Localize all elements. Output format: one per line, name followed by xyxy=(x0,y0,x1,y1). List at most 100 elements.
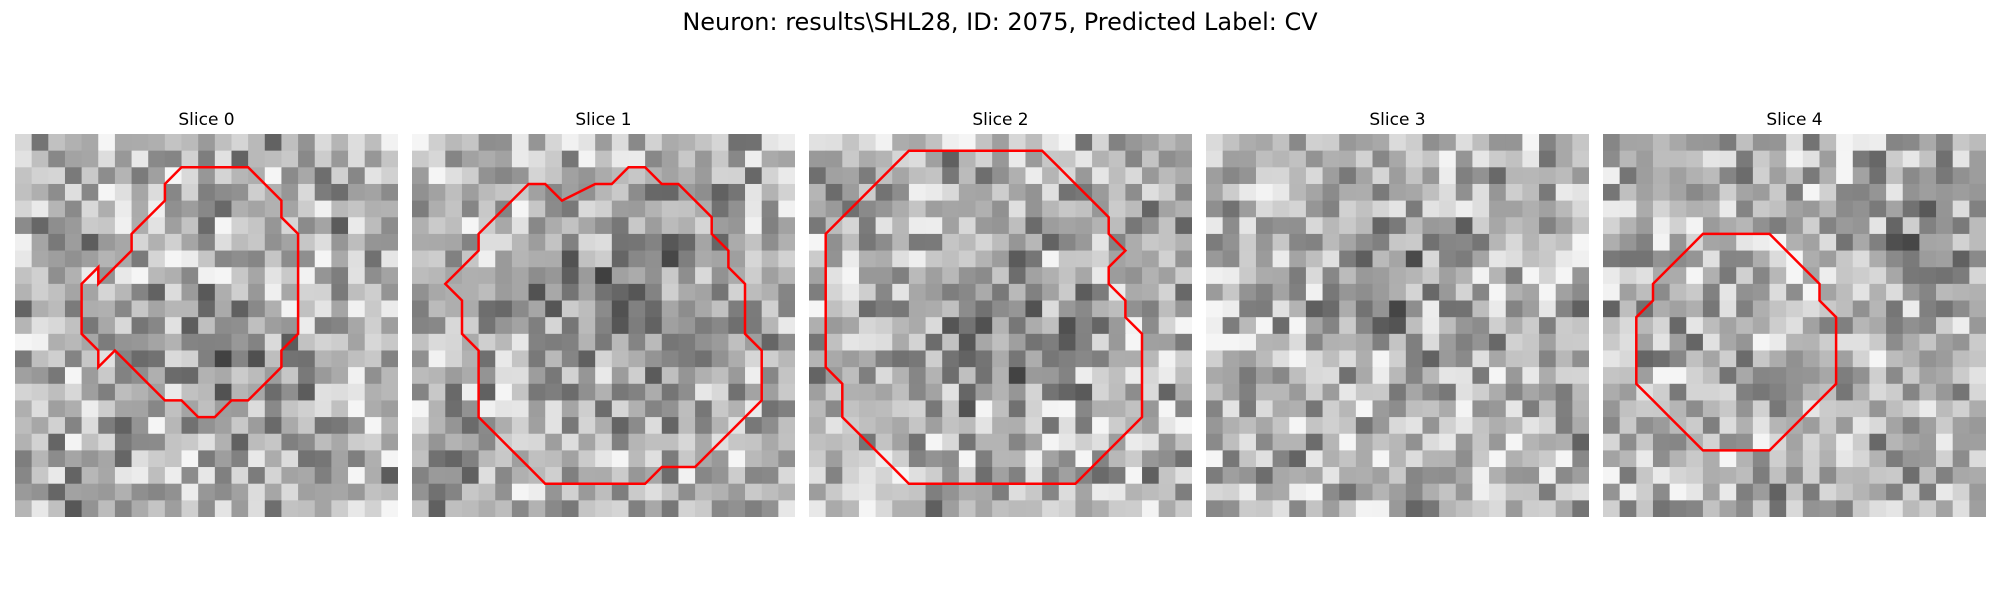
pixel xyxy=(1339,350,1357,368)
pixel xyxy=(1289,483,1307,501)
pixel xyxy=(1239,400,1257,418)
pixel xyxy=(1405,150,1424,168)
pixel xyxy=(348,417,366,435)
pixel xyxy=(1058,267,1077,285)
pixel xyxy=(15,250,33,268)
pixel xyxy=(214,417,233,435)
pixel xyxy=(561,317,580,335)
pixel xyxy=(1636,267,1654,285)
pixel xyxy=(645,217,663,235)
pixel xyxy=(428,167,446,185)
pixel xyxy=(1422,433,1440,451)
pixel xyxy=(745,217,763,235)
pixel xyxy=(511,350,530,368)
pixel xyxy=(661,417,680,435)
pixel xyxy=(1769,367,1787,385)
pixel xyxy=(908,483,927,501)
pixel xyxy=(858,134,877,152)
pixel xyxy=(1025,183,1043,202)
pixel xyxy=(875,400,893,418)
pixel xyxy=(1555,450,1573,468)
pixel xyxy=(331,250,349,268)
pixel xyxy=(1455,317,1474,335)
pixel xyxy=(281,267,299,285)
pixel xyxy=(1619,300,1637,318)
pixel xyxy=(1422,183,1440,202)
pixel xyxy=(1505,350,1523,368)
pixel xyxy=(1175,233,1192,252)
pixel xyxy=(1405,350,1424,368)
pixel xyxy=(611,134,630,152)
pixel xyxy=(298,333,316,352)
pixel xyxy=(992,483,1010,501)
pixel xyxy=(331,217,349,235)
pixel xyxy=(1125,250,1143,268)
pixel xyxy=(1255,250,1274,268)
pixel xyxy=(64,267,83,285)
pixel xyxy=(992,134,1010,152)
pixel xyxy=(478,350,496,368)
pixel xyxy=(314,400,332,418)
pixel xyxy=(992,350,1010,368)
pixel xyxy=(298,167,316,185)
pixel xyxy=(495,150,513,168)
pixel xyxy=(428,367,446,385)
pixel xyxy=(1619,134,1637,152)
pixel xyxy=(611,400,630,418)
pixel xyxy=(975,183,993,202)
pixel xyxy=(248,283,266,302)
pixel xyxy=(131,467,149,485)
pixel xyxy=(1389,333,1407,352)
pixel xyxy=(825,200,843,218)
pixel xyxy=(1289,317,1307,335)
pixel xyxy=(1919,333,1937,352)
pixel xyxy=(412,250,430,268)
pixel xyxy=(1305,200,1324,218)
pixel xyxy=(745,467,763,485)
pixel xyxy=(711,383,729,402)
pixel xyxy=(511,367,530,385)
pixel xyxy=(1936,500,1954,517)
pixel xyxy=(428,317,446,335)
pixel xyxy=(695,483,713,501)
pixel xyxy=(1125,483,1143,501)
pixel xyxy=(1902,333,1920,352)
pixel xyxy=(711,167,729,185)
pixel xyxy=(1339,383,1357,402)
pixel xyxy=(561,400,580,418)
pixel xyxy=(1489,367,1507,385)
pixel xyxy=(214,283,233,302)
pixel xyxy=(1042,400,1060,418)
pixel xyxy=(1636,433,1654,451)
pixel xyxy=(1902,267,1920,285)
pixel xyxy=(348,250,366,268)
pixel xyxy=(114,300,133,318)
pixel xyxy=(1389,417,1407,435)
pixel xyxy=(678,150,696,168)
pixel xyxy=(711,200,729,218)
pixel xyxy=(1058,467,1077,485)
pixel xyxy=(1222,500,1240,517)
pixel xyxy=(645,267,663,285)
pixel xyxy=(1969,200,1986,218)
pixel xyxy=(1355,283,1374,302)
pixel xyxy=(545,333,563,352)
pixel xyxy=(545,267,563,285)
pixel xyxy=(1852,267,1871,285)
pixel xyxy=(1389,233,1407,252)
pixel xyxy=(1636,483,1654,501)
pixel xyxy=(164,333,183,352)
pixel xyxy=(728,134,746,152)
pixel xyxy=(561,267,580,285)
pixel xyxy=(1075,450,1093,468)
pixel xyxy=(1603,183,1621,202)
pixel xyxy=(148,433,166,451)
pixel xyxy=(461,483,480,501)
pixel xyxy=(908,134,927,152)
pixel xyxy=(1108,150,1126,168)
pixel xyxy=(1389,267,1407,285)
pixel xyxy=(164,300,183,318)
pixel xyxy=(1175,333,1192,352)
pixel xyxy=(1322,500,1340,517)
pixel xyxy=(1539,267,1557,285)
